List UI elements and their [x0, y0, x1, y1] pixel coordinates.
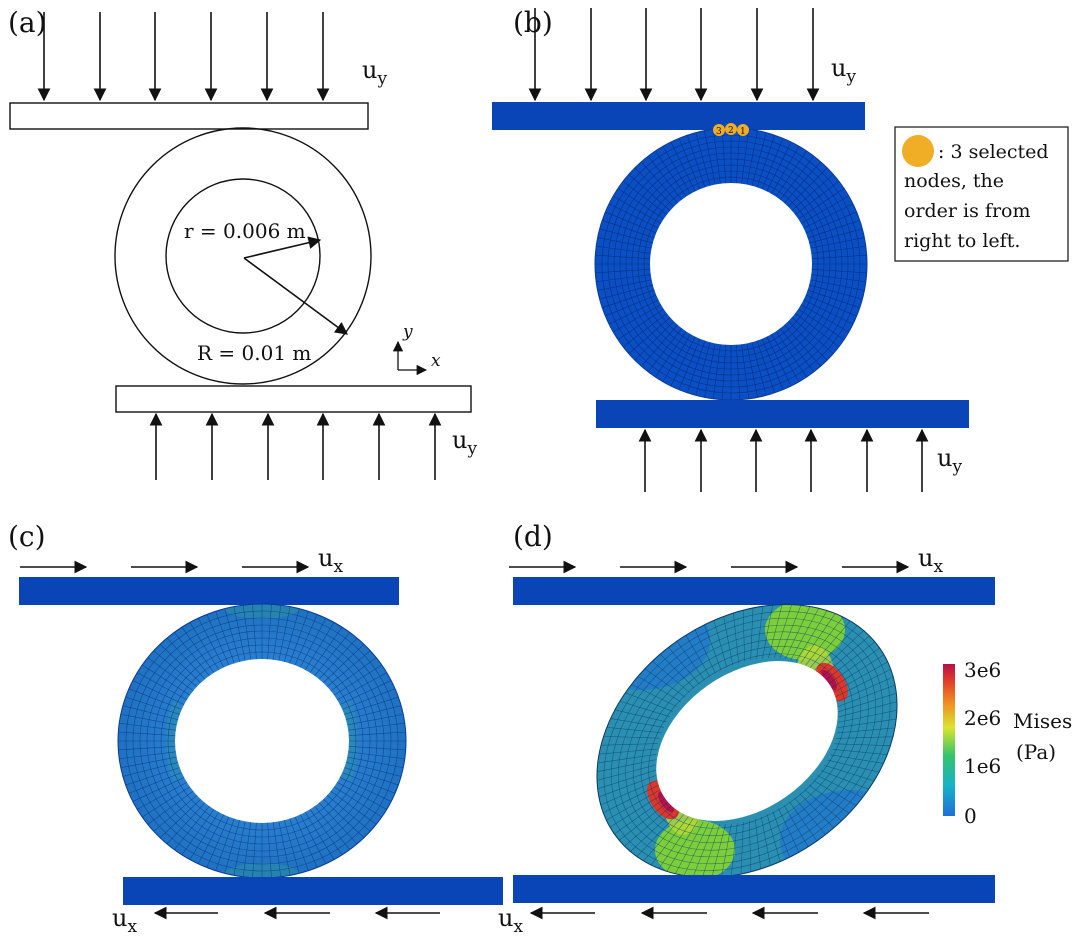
- panel-d-deformed-ring: [560, 590, 940, 890]
- panel-d-label: (d): [513, 520, 553, 553]
- panel-a-inner-radius-arrow: [243, 236, 322, 259]
- colorbar-tick-1e6: 1e6: [964, 754, 1001, 778]
- panel-a-bottom-plate: [115, 385, 472, 413]
- legend-line-4: right to left.: [904, 230, 1020, 252]
- legend-line-1: : 3 selected: [938, 141, 1049, 163]
- node-label-2: 2: [728, 126, 734, 136]
- panel-d-top-load-label: ux: [918, 544, 943, 577]
- panel-a-inner-radius-label: r = 0.006 m: [184, 219, 306, 243]
- panel-a: (a) uy r = 0.006 m R = 0.01 m y x: [8, 6, 477, 480]
- panel-b-legend-box: : 3 selected nodes, the order is from ri…: [894, 126, 1069, 262]
- panel-a-top-load-label: uy: [362, 56, 387, 89]
- panel-a-axis-triad: y x: [392, 322, 441, 376]
- node-2: [725, 123, 737, 135]
- panel-b-meshed-ring: [590, 125, 875, 410]
- node-label-3: 3: [716, 127, 722, 137]
- node-1: [737, 124, 749, 136]
- panel-d-colorbar: 3e6 2e6 1e6 0 Mises (Pa): [943, 658, 1072, 828]
- panel-b-bottom-plate: [596, 400, 969, 428]
- panel-a-bottom-load-label: uy: [452, 426, 477, 459]
- panel-a-bottom-arrows: [149, 412, 442, 480]
- panel-a-axis-x: x: [431, 351, 441, 371]
- panel-a-outer-circle: [114, 127, 372, 385]
- panel-b-selected-nodes: 3 2 1: [713, 123, 749, 137]
- legend-node-swatch: [902, 135, 934, 167]
- legend-line-2: nodes, the: [904, 170, 1004, 192]
- panel-b-bottom-arrows: [638, 428, 929, 492]
- node-label-1: 1: [740, 127, 746, 137]
- panel-c-label: (c): [8, 520, 46, 553]
- colorbar-tick-2e6: 2e6: [964, 706, 1001, 730]
- colorbar-title: Mises: [1013, 709, 1072, 733]
- colorbar-tick-0: 0: [964, 804, 977, 828]
- legend-line-3: order is from: [904, 200, 1031, 222]
- panel-a-label: (a): [8, 6, 47, 39]
- panel-b: (b) uy: [492, 6, 1069, 492]
- panel-c-deformed-ring: [110, 591, 415, 891]
- panel-a-top-plate: [9, 102, 369, 130]
- colorbar-unit: (Pa): [1016, 740, 1056, 764]
- panel-d-bottom-plate: [513, 875, 995, 903]
- panel-c-top-load-label: ux: [318, 544, 343, 577]
- panel-c-bottom-plate: [123, 877, 503, 905]
- panel-a-outer-radius-label: R = 0.01 m: [197, 341, 311, 365]
- panel-b-top-arrows: [528, 8, 820, 102]
- panel-d-bottom-load-label: ux: [498, 904, 523, 937]
- panel-c: (c) ux: [8, 520, 503, 937]
- panel-c-bottom-load-label: ux: [112, 904, 137, 937]
- panel-a-top-arrows: [37, 12, 330, 102]
- colorbar-gradient: [943, 664, 955, 816]
- panel-b-top-load-label: uy: [831, 54, 856, 87]
- node-3: [713, 124, 725, 136]
- panel-a-inner-circle: [165, 178, 321, 334]
- panel-b-label: (b): [513, 6, 553, 39]
- panel-a-outer-radius-arrow: [243, 257, 349, 335]
- panel-b-bottom-load-label: uy: [937, 444, 962, 477]
- panel-d: (d) ux: [498, 520, 1072, 937]
- panel-a-axis-y: y: [402, 322, 413, 342]
- colorbar-tick-3e6: 3e6: [964, 658, 1001, 682]
